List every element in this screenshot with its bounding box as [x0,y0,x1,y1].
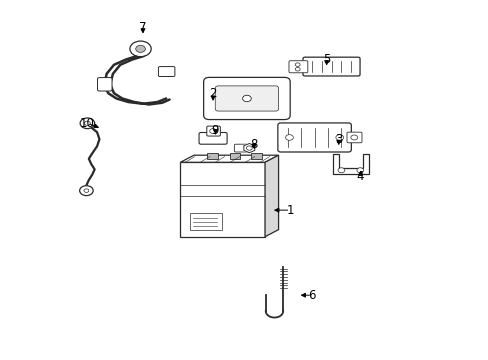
Bar [229,153,240,159]
Text: 10: 10 [80,117,95,130]
Circle shape [356,168,363,173]
FancyBboxPatch shape [346,132,361,143]
FancyBboxPatch shape [203,77,289,120]
Circle shape [130,41,151,57]
Polygon shape [244,144,254,153]
FancyBboxPatch shape [158,67,175,77]
FancyBboxPatch shape [199,132,226,144]
Circle shape [80,118,95,129]
Circle shape [84,189,89,192]
FancyBboxPatch shape [206,126,220,136]
Circle shape [350,135,357,140]
Text: 1: 1 [286,204,294,217]
Text: 2: 2 [209,87,216,100]
FancyBboxPatch shape [303,57,359,76]
Circle shape [84,121,90,125]
Circle shape [80,186,93,195]
Circle shape [295,63,300,66]
Polygon shape [180,155,278,162]
Circle shape [246,146,252,150]
Circle shape [295,67,300,71]
Text: 7: 7 [139,21,146,34]
Polygon shape [332,154,368,174]
Text: 8: 8 [250,138,257,151]
Text: 3: 3 [334,133,342,146]
FancyBboxPatch shape [234,144,247,152]
Polygon shape [264,155,278,237]
Circle shape [242,95,251,102]
Bar [206,153,217,159]
Bar [251,153,262,159]
Text: 6: 6 [308,289,315,302]
FancyBboxPatch shape [288,61,307,73]
Bar [180,162,264,237]
Text: 5: 5 [323,53,330,66]
FancyBboxPatch shape [277,123,350,152]
Text: 4: 4 [356,170,364,183]
Circle shape [337,168,344,173]
FancyBboxPatch shape [97,77,112,91]
FancyBboxPatch shape [215,86,278,111]
Circle shape [335,135,343,140]
Circle shape [136,45,145,53]
Circle shape [285,135,293,140]
Text: 9: 9 [211,124,219,137]
Circle shape [209,129,216,134]
FancyBboxPatch shape [190,213,221,230]
